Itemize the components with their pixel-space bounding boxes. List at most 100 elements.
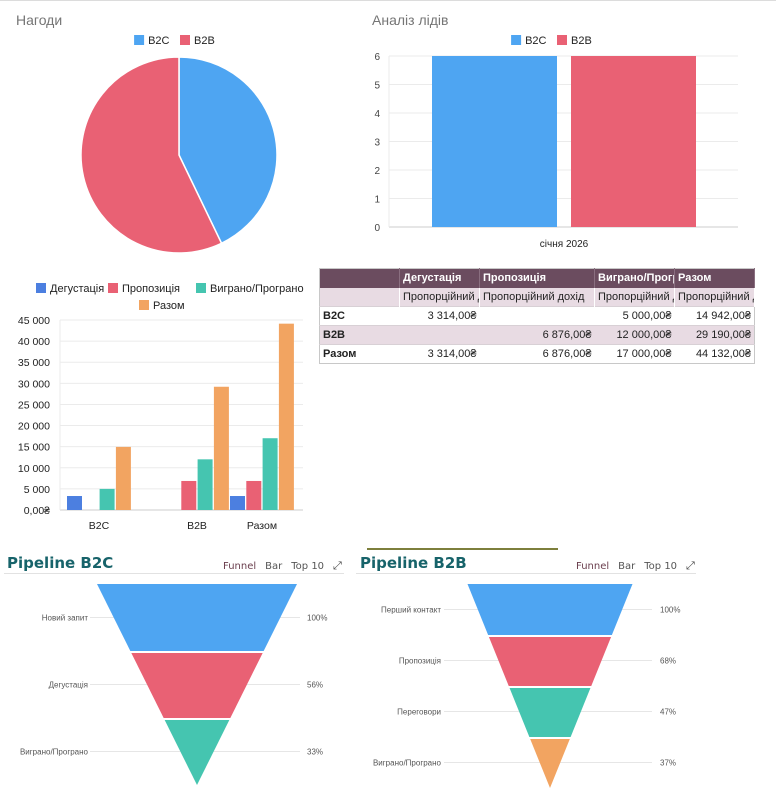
legend-label: B2C — [525, 35, 546, 47]
pivot-cell[interactable]: 14 942,00₴ — [674, 306, 755, 326]
legend-swatch — [511, 35, 522, 45]
pivot-row-label[interactable]: B2C — [319, 306, 400, 326]
pipeline-b2b-title: Pipeline B2B — [360, 554, 467, 572]
pipeline-b2c-title: Pipeline B2C — [7, 554, 114, 572]
bar-view-button[interactable]: Bar — [618, 560, 636, 572]
x-tick-label: B2B — [187, 520, 207, 532]
pivot-cell[interactable]: 6 876,00₴ — [479, 344, 595, 364]
bar-b2c-0 — [67, 496, 82, 510]
funnel-percent-label: 37% — [660, 759, 676, 768]
funnel-view-button[interactable]: Funnel — [576, 560, 610, 572]
pivot-col-header[interactable]: Разом — [674, 268, 755, 288]
pipeline-b2c-divider — [4, 573, 344, 574]
pivot-cell[interactable]: 6 876,00₴ — [479, 325, 595, 345]
pivot-cell[interactable]: 5 000,00₴ — [594, 306, 675, 326]
funnel-percent-label: 33% — [307, 748, 323, 757]
y-tick-label: 4 — [374, 109, 380, 120]
pivot-cell[interactable] — [399, 325, 480, 345]
bar-b2c — [432, 56, 557, 227]
funnel-stage-label: Перший контакт — [381, 606, 441, 615]
x-tick-label: січня 2026 — [540, 239, 589, 250]
y-tick-label: 0 — [374, 223, 380, 234]
pivot-cell[interactable]: 29 190,00₴ — [674, 325, 755, 345]
top10-view-button[interactable]: Top 10 — [291, 560, 325, 572]
pivot-col-header[interactable]: Пропозиція — [479, 268, 595, 288]
top10-view-button[interactable]: Top 10 — [644, 560, 678, 572]
bar-b2b-1 — [181, 480, 197, 510]
legend-label: Дегустація — [50, 283, 104, 295]
pivot-cell[interactable]: 44 132,00₴ — [674, 344, 755, 364]
legend-swatch — [134, 35, 145, 45]
y-tick-label: 30 000 — [18, 378, 50, 390]
bar-view-button[interactable]: Bar — [265, 560, 283, 572]
funnel-stage-label: Переговори — [397, 708, 441, 717]
legend-swatch — [36, 283, 46, 293]
pivot-table: Дегустація Пропозиція Виграно/Програно Р… — [319, 268, 755, 364]
expand-icon[interactable]: ⤢ — [333, 559, 342, 572]
pivot-row-b2b: B2B 6 876,00₴ 12 000,00₴ 29 190,00₴ — [319, 325, 755, 345]
legend-swatch — [108, 283, 118, 293]
revenue-bar-chart[interactable]: Дегустація Пропозиція Виграно/Програно Разо… — [0, 275, 315, 540]
pivot-subheader[interactable]: Пропорційний дохід — [399, 287, 480, 307]
leads-bar-chart[interactable]: B2C B2B 0 1 2 3 4 5 6 січня 2026 — [360, 28, 776, 260]
legend-swatch — [196, 283, 206, 293]
bar-b2b — [571, 56, 696, 227]
x-tick-label: Разом — [247, 520, 277, 532]
pivot-cell[interactable]: 3 314,00₴ — [399, 344, 480, 364]
pivot-subheader[interactable]: Пропорційний дохід — [479, 287, 595, 307]
pivot-cell[interactable]: 17 000,00₴ — [594, 344, 675, 364]
funnel-segment — [530, 739, 570, 788]
y-tick-label: 6 — [374, 52, 380, 63]
funnel-segment — [467, 584, 633, 635]
y-tick-label: 35 000 — [18, 357, 50, 369]
opportunities-chart-title: Нагоди — [16, 12, 63, 28]
pivot-cell[interactable] — [479, 306, 595, 326]
y-tick-label: 10 000 — [18, 463, 50, 475]
funnel-segment — [488, 637, 612, 686]
legend-label: B2B — [194, 35, 215, 47]
pivot-col-header[interactable]: Дегустація — [399, 268, 480, 288]
y-tick-label: 2 — [374, 166, 380, 177]
y-tick-label: 0,00₴ — [24, 505, 50, 517]
pivot-row-label[interactable]: B2B — [319, 325, 400, 345]
legend-label: Пропозиція — [122, 283, 180, 295]
bar-разом-0 — [230, 496, 245, 510]
funnel-stage-label: Дегустація — [49, 681, 88, 690]
funnel-segment — [509, 688, 591, 737]
y-tick-label: 15 000 — [18, 442, 50, 454]
pivot-subheader[interactable]: Пропорційний дохід — [674, 287, 755, 307]
funnel-segment — [97, 584, 297, 651]
bar-разом-2 — [262, 438, 278, 510]
pipeline-b2b-funnel[interactable]: Перший контакт 100% Пропозиція 68% Переговор… — [350, 580, 776, 805]
pivot-subheader — [319, 287, 400, 307]
pivot-header-row: Дегустація Пропозиція Виграно/Програно Р… — [319, 268, 755, 288]
y-tick-label: 1 — [374, 195, 380, 206]
bar-b2b-2 — [197, 459, 213, 510]
y-tick-label: 40 000 — [18, 336, 50, 348]
y-tick-label: 45 000 — [18, 315, 50, 327]
legend-swatch — [557, 35, 567, 45]
y-tick-label: 5 — [374, 81, 380, 92]
legend-label: B2B — [571, 35, 592, 47]
pipeline-b2c-funnel[interactable]: Новий запит 100% Дегустація 56% Виграно/Прог… — [0, 580, 350, 805]
opportunities-pie-chart[interactable]: B2C B2B — [0, 28, 360, 263]
pipeline-b2c-view-switcher: Funnel Bar Top 10 ⤢ — [223, 559, 342, 573]
pivot-cell[interactable]: 3 314,00₴ — [399, 306, 480, 326]
legend-label: Разом — [153, 300, 185, 312]
funnel-view-button[interactable]: Funnel — [223, 560, 257, 572]
pivot-subheader[interactable]: Пропорційний дохід — [594, 287, 675, 307]
x-tick-label: B2C — [89, 520, 110, 532]
pivot-cell[interactable]: 12 000,00₴ — [594, 325, 675, 345]
pivot-col-header[interactable]: Виграно/Програно — [594, 268, 675, 288]
y-tick-label: 5 000 — [24, 484, 50, 496]
pie-slice-b2c — [178, 56, 278, 245]
pivot-row-total: Разом 3 314,00₴ 6 876,00₴ 17 000,00₴ 44 … — [319, 344, 755, 364]
funnel-stage-label: Пропозиція — [399, 657, 441, 666]
y-tick-label: 25 000 — [18, 399, 50, 411]
pivot-row-label[interactable]: Разом — [319, 344, 400, 364]
funnel-stage-label: Виграно/Програно — [373, 759, 442, 768]
funnel-percent-label: 100% — [307, 614, 327, 623]
expand-icon[interactable]: ⤢ — [686, 559, 695, 572]
pivot-row-b2c: B2C 3 314,00₴ 5 000,00₴ 14 942,00₴ — [319, 306, 755, 326]
bar-b2c-3 — [115, 446, 131, 510]
